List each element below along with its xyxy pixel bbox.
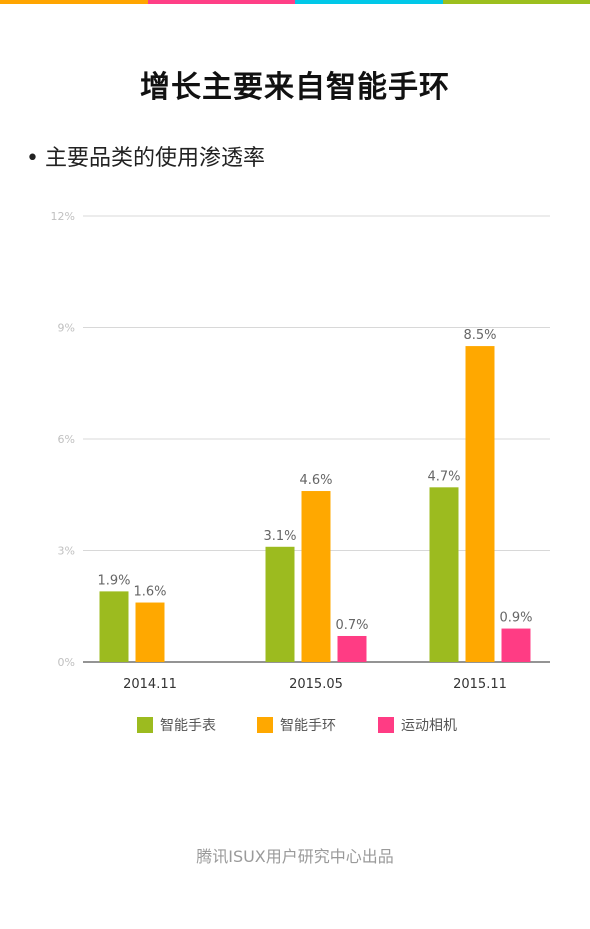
bar	[265, 546, 295, 662]
bar	[429, 487, 459, 662]
data-label: 1.6%	[133, 585, 166, 600]
bar	[501, 628, 531, 662]
data-label: 4.7%	[427, 469, 460, 484]
bar	[301, 491, 331, 662]
legend-swatch	[257, 717, 273, 733]
footer-credit: 腾讯ISUX用户研究中心出品	[196, 847, 394, 866]
legend-swatch	[378, 717, 394, 733]
x-tick-label: 2015.11	[453, 677, 507, 692]
y-tick-label: 12%	[51, 210, 75, 223]
page-title: 增长主要来自智能手环	[140, 70, 450, 105]
stripe-green	[442, 0, 590, 4]
bar	[135, 602, 165, 662]
y-tick-label: 9%	[58, 322, 75, 335]
bar	[99, 591, 129, 662]
stripe-cyan	[295, 0, 443, 4]
y-tick-label: 6%	[58, 433, 75, 446]
data-label: 0.7%	[335, 618, 368, 633]
subtitle-text: 主要品类的使用渗透率	[44, 146, 265, 171]
data-label: 3.1%	[263, 529, 296, 544]
stripe-orange	[0, 0, 148, 4]
stripe-pink	[147, 0, 295, 4]
chart-subtitle: • 主要品类的使用渗透率	[26, 140, 265, 172]
data-label: 4.6%	[299, 473, 332, 488]
legend-label: 智能手环	[280, 718, 336, 734]
legend-label: 智能手表	[160, 718, 216, 734]
bullet-icon: •	[26, 146, 39, 171]
x-tick-label: 2015.05	[289, 677, 343, 692]
x-tick-label: 2014.11	[123, 677, 177, 692]
legend-swatch	[137, 717, 153, 733]
bar	[465, 346, 495, 662]
top-color-stripes	[0, 0, 590, 4]
y-tick-label: 0%	[58, 656, 75, 669]
y-tick-label: 3%	[58, 545, 75, 558]
bar	[337, 635, 367, 662]
data-label: 0.9%	[499, 611, 532, 626]
data-label: 1.9%	[97, 573, 130, 588]
data-label: 8.5%	[463, 328, 496, 343]
bar-chart: 0% 3% 6% 9% 12% 1.9%1.6% 2014.11 3.1% 4.6% 0.7% 20…	[51, 210, 550, 734]
legend-label: 运动相机	[401, 718, 457, 734]
